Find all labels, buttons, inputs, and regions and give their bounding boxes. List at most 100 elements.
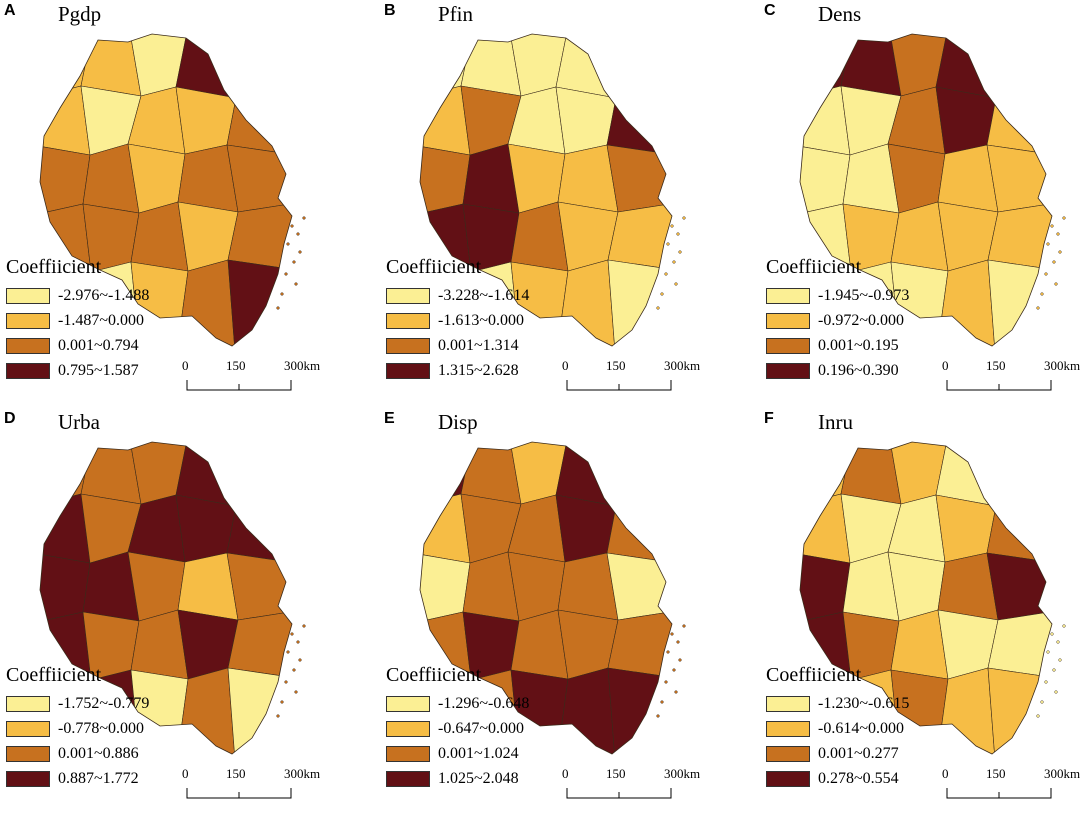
island-mark [676,640,680,644]
legend-swatch [386,695,430,712]
scale-bar-line [566,788,672,799]
island-mark [1046,242,1050,246]
legend-swatch [766,770,810,787]
map-region [606,552,672,621]
scale-bar: 0 150 300km [562,358,704,394]
scale-bar: 0 150 300km [942,766,1084,802]
legend-label: 0.001~1.024 [438,744,519,762]
legend-label: -0.778~0.000 [58,719,144,737]
island-mark [682,216,686,220]
panel-title: Pgdp [58,2,102,26]
choropleth-map [419,441,686,755]
legend-label: -3.228~-1.614 [438,286,530,304]
legend-label: -1.296~-0.648 [438,694,530,712]
scale-label: 300km [284,766,321,781]
legend-label: 0.196~0.390 [818,361,899,379]
island-mark [298,250,302,254]
legend: Coeffiicient -1.296~-0.648 -0.647~0.000 0.0… [386,664,566,791]
map-region [986,495,1052,564]
island-mark [280,700,284,704]
scale-bar: 0 150 300km [942,358,1084,394]
island-mark [286,650,290,654]
island-mark [280,292,284,296]
map-region [988,442,1052,507]
legend-swatch [6,720,50,737]
map-panel-c: C Dens Coeffiicient -1.945~-0.973 -0.972~0.0… [760,0,1084,408]
scale-label: 150 [606,766,626,781]
map-region [988,34,1052,99]
map-region [987,610,1052,679]
legend-swatch [386,312,430,329]
choropleth-map [39,441,306,755]
scale-label: 0 [182,358,189,373]
island-mark [1056,640,1060,644]
island-mark [672,668,676,672]
island-mark [302,216,306,220]
panel-title: Dens [818,2,862,26]
island-mark [678,250,682,254]
map-region [606,495,672,564]
panel-title: Pfin [438,2,474,26]
legend-row: -1.487~0.000 [6,308,186,333]
legend-row: -1.230~-0.615 [766,691,946,716]
map-region [175,442,237,507]
region-outline [419,33,673,347]
map-panel-e: E Disp Coeffiicient -1.296~-0.648 -0.647~0.0… [380,408,741,816]
map-region [608,442,672,507]
island-mark [290,224,294,228]
island-mark [1062,216,1066,220]
island-mark [682,624,686,628]
legend-row: 0.001~1.024 [386,741,566,766]
legend-row: 0.001~1.314 [386,333,566,358]
scale-bar: 0 150 300km [562,766,704,802]
legend-label: 1.315~2.628 [438,361,519,379]
legend-row: -0.972~0.000 [766,308,946,333]
map-region [227,610,292,679]
scale-label: 0 [942,358,949,373]
legend-label: 0.001~0.794 [58,336,139,354]
scale-label: 150 [226,358,246,373]
legend-label: 0.001~1.314 [438,336,519,354]
island-mark [1040,700,1044,704]
island-mark [1046,650,1050,654]
map-region [228,34,292,99]
region-outline [419,441,673,755]
legend-row: -2.976~-1.488 [6,283,186,308]
island-mark [284,272,288,276]
scale-label: 0 [562,358,569,373]
panel-letter: E [384,410,395,427]
island-mark [294,690,298,694]
island-mark [666,650,670,654]
scale-label: 300km [284,358,321,373]
map-region [228,442,292,507]
legend-title: Coeffiicient [6,664,102,686]
scale-label: 150 [226,766,246,781]
choropleth-map [419,33,686,347]
legend-row: 0.001~0.886 [6,741,186,766]
legend-swatch [386,770,430,787]
legend-swatch [6,287,50,304]
legend-swatch [6,770,50,787]
scale-bar: 0 150 300km [182,358,324,394]
map-region [607,610,672,679]
island-mark [660,700,664,704]
legend-swatch [6,745,50,762]
map-region [986,552,1052,621]
choropleth-map [39,33,306,347]
island-mark [664,272,668,276]
island-mark [676,232,680,236]
scale-bar-line [946,380,1052,391]
island-mark [1052,260,1056,264]
map-panel-b: B Pfin Coeffiicient -3.228~-1.614 -1.613~0.0… [380,0,741,408]
map-region [226,552,292,621]
legend-swatch [386,287,430,304]
legend: Coeffiicient -1.945~-0.973 -0.972~0.000 0.0… [766,256,946,383]
legend-swatch [766,720,810,737]
island-mark [678,658,682,662]
panel-title: Urba [58,410,100,434]
legend-swatch [766,695,810,712]
island-mark [292,260,296,264]
legend-label: -1.945~-0.973 [818,286,910,304]
island-mark [296,232,300,236]
legend-title: Coeffiicient [766,256,862,278]
